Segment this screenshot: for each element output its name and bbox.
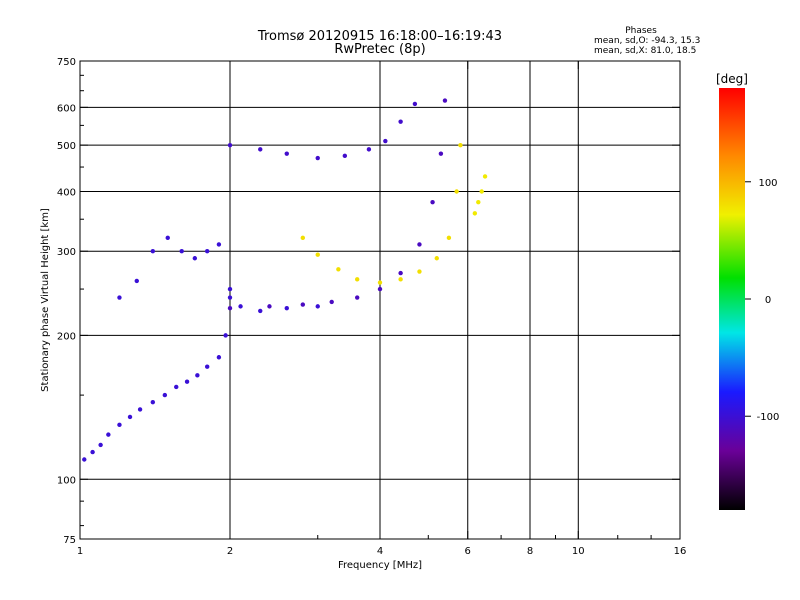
data-point [150,399,156,405]
data-point [366,147,372,152]
data-point [227,305,233,311]
data-point [377,286,383,292]
grid [80,61,680,539]
data-point [383,138,388,144]
y-tick-label: 750 [57,57,76,68]
data-point [82,457,87,462]
data-point [284,305,289,311]
data-point [174,384,179,390]
data-point [300,302,306,307]
data-point [315,304,320,309]
x-tick-label: 16 [674,546,687,557]
x-tick-label: 10 [572,546,585,557]
data-points [82,98,488,462]
data-point [354,295,360,300]
colorbar [719,88,745,510]
chart-title: Tromsø 20120915 16:18:00–16:19:43 [257,29,502,44]
y-axis: 75 100 200 300 400 500 600 750 [57,57,680,546]
data-point [267,304,272,309]
y-tick-label: 500 [57,141,76,152]
data-point [127,414,133,420]
data-point [227,295,233,300]
data-point [238,304,243,309]
data-point [195,373,200,378]
stats-line-o: mean, sd,O: -94.3, 15.3 [594,36,700,46]
data-point [434,256,439,261]
data-point [216,242,222,247]
colorbar-tick-label: 100 [758,178,777,189]
data-point [315,252,320,257]
colorbar-label: [deg] [716,72,748,86]
data-point [482,174,488,179]
stats-heading: Phases [625,26,657,36]
data-point [398,119,403,124]
data-point [442,98,448,103]
data-point [204,249,210,254]
y-axis-label: Stationary phase Virtual Height [km] [40,208,51,392]
data-point [106,432,111,437]
data-point [336,267,341,272]
y-tick-label: 600 [57,103,76,114]
y-tick-label: 200 [57,331,76,342]
data-point [227,286,233,292]
data-point [184,379,190,384]
data-point [150,249,156,254]
data-point [227,142,233,148]
data-point [479,189,484,194]
data-point [354,277,360,282]
data-point [165,235,170,241]
y-tick-label: 75 [63,535,76,546]
y-tick-label: 400 [57,187,76,198]
data-point [300,235,306,241]
x-axis-label: Frequency [MHz] [338,560,422,571]
data-point [204,364,210,369]
x-tick-label: 8 [527,546,533,557]
chart-subtitle: RwPretec (8p) [334,42,425,57]
data-point [458,142,463,148]
colorbar-tick-label: 0 [765,295,771,306]
data-point [446,235,452,241]
data-point [117,422,122,428]
stats-line-x: mean, sd,X: 81.0, 18.5 [594,46,696,56]
colorbar-tick-label: -100 [757,412,780,423]
x-tick-label: 2 [227,546,233,557]
data-point [329,299,334,305]
data-point [134,278,139,284]
data-point [377,280,383,285]
data-point [137,407,143,412]
data-point [258,308,263,314]
data-point [417,269,422,274]
data-point [438,151,444,156]
data-point [223,333,228,338]
data-point [216,355,222,360]
data-point [284,151,289,156]
data-point [117,295,122,300]
data-point [398,270,403,276]
y-tick-label: 100 [57,475,76,486]
data-point [472,211,478,216]
y-tick-label: 300 [57,247,76,258]
x-tick-label: 4 [377,546,383,557]
x-axis: 1 2 4 6 8 10 16 [77,61,687,557]
data-point [162,392,168,398]
data-point [315,155,320,161]
data-point [430,199,435,205]
data-point [398,277,403,282]
data-point [192,256,198,261]
x-tick-label: 6 [465,546,471,557]
data-point [98,442,103,448]
x-tick-label: 1 [77,546,83,557]
data-point [90,449,95,455]
colorbar-ticks: 100 0 -100 [745,178,779,423]
data-point [342,153,348,159]
data-point [179,249,184,254]
data-point [454,189,459,194]
data-point [417,242,422,247]
data-point [412,101,418,107]
data-point [476,199,481,205]
data-point [258,147,263,152]
